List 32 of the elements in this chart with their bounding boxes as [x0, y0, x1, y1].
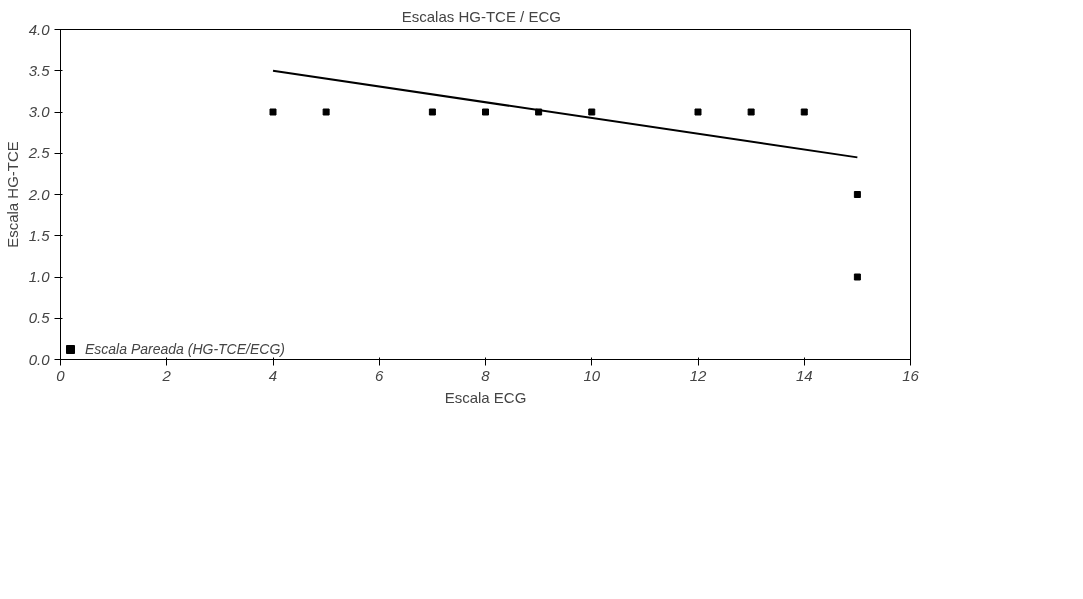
point [853, 191, 861, 198]
x-tick-label: 2 [161, 366, 172, 384]
point [428, 108, 436, 116]
point [269, 108, 277, 116]
x-tick-label: 0 [56, 366, 66, 384]
x-tick-label: 8 [481, 366, 491, 384]
y-tick-label: 2.5 [27, 144, 51, 162]
point [588, 108, 596, 116]
y-tick-label: 3.5 [28, 61, 51, 79]
x-tick-label: 6 [375, 366, 385, 384]
x-tick-label: 10 [583, 366, 601, 384]
y-tick-label: 1.5 [28, 226, 51, 244]
chart-title: Escalas HG-TCE / ECG [401, 7, 561, 25]
point [482, 108, 489, 116]
x-tick-label: 14 [795, 366, 813, 384]
y-axis-title: Escala HG-TCE [3, 141, 21, 248]
y-tick-label: 3.0 [28, 103, 51, 120]
legend-label: Escala Pareada (HG-TCE/ECG) [85, 341, 285, 357]
x-tick-label: 16 [902, 366, 920, 384]
y-tick-label: 0.5 [28, 309, 51, 327]
x-axis-title: Escala ECG [444, 388, 527, 406]
point [694, 108, 702, 116]
y-tick-label: 0.0 [28, 350, 51, 368]
y-tick-label: 4.0 [28, 20, 51, 38]
point [800, 108, 808, 116]
y-tick-label: 2.0 [27, 185, 51, 203]
x-tick-label: 12 [689, 366, 707, 384]
y-tick-label: 1.0 [28, 268, 51, 285]
point [322, 108, 330, 116]
point [747, 108, 755, 116]
point [853, 273, 861, 281]
x-tick-label: 4 [268, 366, 278, 384]
